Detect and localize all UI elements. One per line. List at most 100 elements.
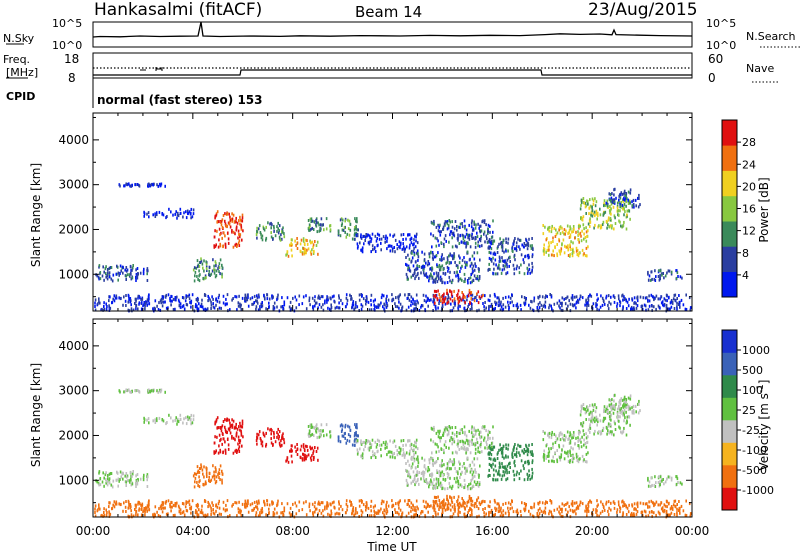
velocity-echo-cell [446,462,449,466]
power-echo-cell [464,277,466,281]
power-echo-cell [485,234,488,238]
velocity-echo-cell [370,504,372,508]
velocity-echo-cell [555,438,558,442]
noise-right-tick-top: 10^5 [706,17,736,30]
velocity-echo-cell [123,390,125,394]
power-echo-cell [648,299,651,303]
noise-left-tick-top: 10^5 [52,17,82,30]
power-echo-cell [407,253,409,257]
power-echo-cell [436,274,438,278]
power-echo-cell [263,293,265,297]
velocity-echo-cell [442,477,445,481]
velocity-echo-cell [227,447,230,451]
velocity-echo-cell [105,513,108,517]
velocity-echo-cell [451,484,454,488]
velocity-echo-cell [559,458,562,462]
power-echo-cell [177,298,180,302]
velocity-echo-cell [474,502,476,506]
power-echo-cell [457,301,460,305]
power-echo-cell [471,254,474,258]
power-echo-cell [190,216,192,220]
power-echo-cell [566,224,569,228]
range-tick-label: 4000 [58,133,89,147]
power-echo-cell [599,305,602,309]
power-echo-cell [218,262,221,266]
velocity-echo-cell [124,390,126,394]
velocity-echo-cell [633,507,635,511]
power-echo-cell [213,264,215,268]
power-echo-cell [356,228,358,232]
power-echo-cell [308,299,311,303]
velocity-echo-cell [366,503,368,507]
velocity-echo-cell [605,502,607,506]
power-echo-cell [119,272,121,275]
velocity-echo-cell [98,483,100,487]
velocity-echo-cell [503,473,506,477]
power-echo-cell [543,252,545,256]
power-echo-cell [234,243,236,247]
velocity-echo-cell [439,502,441,506]
power-echo-cell [227,221,230,225]
velocity-echo-cell [399,499,401,503]
power-echo-cell [441,303,444,307]
power-echo-cell [309,228,311,232]
power-echo-cell [341,228,344,232]
velocity-echo-cell [590,500,593,504]
power-echo-cell [487,231,489,235]
velocity-echo-cell [479,450,481,454]
velocity-echo-cell [509,502,512,506]
power-echo-cell [513,267,515,271]
velocity-echo-cell [360,509,363,513]
power-echo-cell [222,294,225,298]
power-echo-cell [602,213,605,217]
velocity-echo-cell [239,508,241,512]
velocity-echo-cell [462,504,464,508]
velocity-echo-cell [459,476,461,479]
velocity-echo-cell [99,483,102,487]
power-echo-cell [561,301,563,305]
velocity-echo-cell [478,481,481,484]
power-echo-cell [552,249,554,253]
velocity-echo-cell [574,501,576,505]
velocity-echo-cell [159,390,162,394]
power-echo-cell [270,221,272,225]
power-echo-cell [187,212,189,216]
velocity-echo-cell [415,512,417,516]
velocity-echo-cell [437,478,440,481]
power-echo-cell [160,182,163,186]
velocity-echo-cell [315,430,318,434]
power-echo-cell [364,239,366,242]
velocity-echo-cell [302,453,305,456]
velocity-echo-cell [418,514,421,518]
power-echo-cell [466,279,469,282]
velocity-echo-cell [414,483,416,487]
power-echo-cell [199,304,202,308]
power-echo-cell [198,269,200,273]
power-echo-cell [574,295,576,299]
velocity-echo-cell [571,458,574,462]
power-echo-cell [500,241,503,244]
power-echo-cell [376,232,379,236]
power-echo-cell [473,251,476,255]
velocity-echo-cell [421,510,424,514]
velocity-echo-cell [380,454,382,458]
power-echo-cell [625,195,627,198]
velocity-echo-cell [548,509,551,513]
power-echo-cell [214,275,217,279]
velocity-echo-cell [252,508,255,512]
velocity-echo-cell [273,507,276,511]
power-echo-cell [446,300,449,304]
velocity-echo-cell [526,477,529,481]
velocity-echo-cell [435,460,438,463]
velocity-echo-cell [205,466,207,470]
power-echo-cell [483,305,485,309]
power-echo-cell [99,271,102,274]
velocity-echo-cell [619,510,621,514]
power-echo-cell [630,307,632,311]
velocity-echo-cell [315,507,318,511]
velocity-echo-cell [407,459,409,463]
velocity-echo-cell [213,477,216,481]
power-echo-cell [407,268,409,272]
velocity-echo-cell [451,460,453,464]
velocity-echo-cell [471,486,473,490]
